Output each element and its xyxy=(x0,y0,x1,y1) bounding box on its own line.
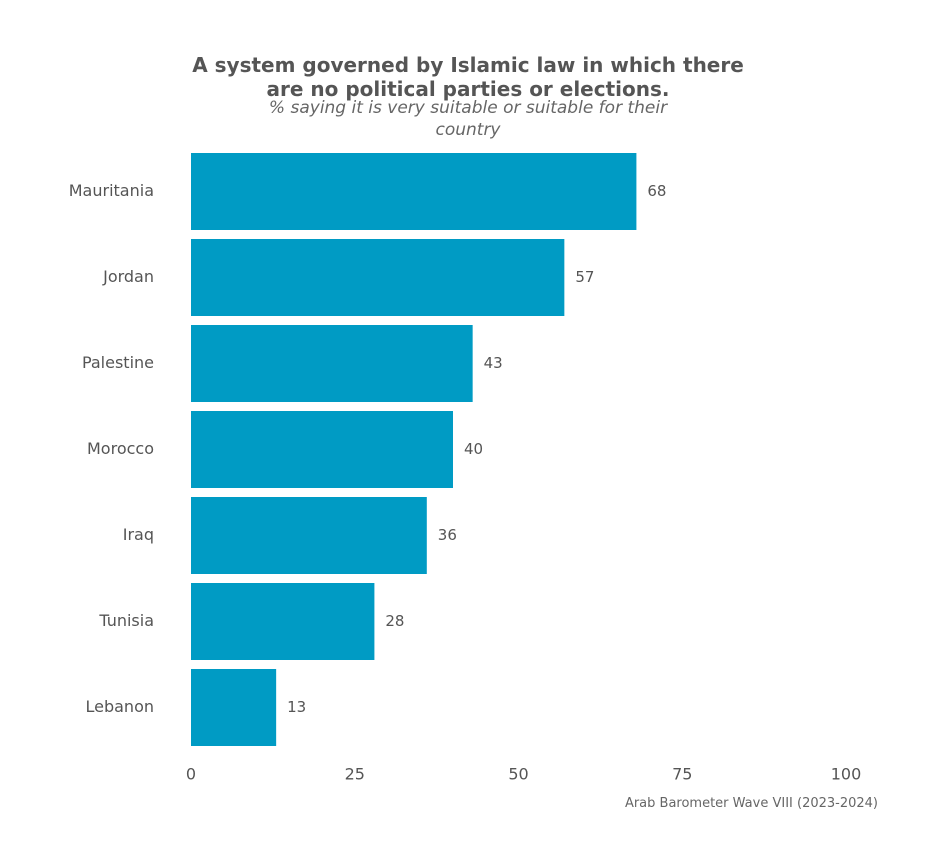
category-label-morocco: Morocco xyxy=(87,439,154,458)
category-label-lebanon: Lebanon xyxy=(85,697,154,716)
bar-mauritania xyxy=(191,153,637,230)
x-tick-label-0: 0 xyxy=(186,765,196,784)
data-label-mauritania: 68 xyxy=(647,182,666,200)
bar-jordan xyxy=(191,239,565,316)
bar-lebanon xyxy=(191,669,277,746)
data-label-jordan: 57 xyxy=(575,268,594,286)
bar-palestine xyxy=(191,325,473,402)
chart-subtitle-line-2: country xyxy=(435,120,501,140)
category-label-tunisia: Tunisia xyxy=(98,611,154,630)
x-tick-label-50: 50 xyxy=(508,765,528,784)
chart-caption: Arab Barometer Wave VIII (2023-2024) xyxy=(624,796,878,811)
category-label-jordan: Jordan xyxy=(102,267,154,286)
chart-subtitle-line-1: % saying it is very suitable or suitable… xyxy=(268,98,668,118)
data-label-lebanon: 13 xyxy=(287,698,306,716)
data-label-iraq: 36 xyxy=(438,526,457,544)
category-label-palestine: Palestine xyxy=(82,353,154,372)
data-label-tunisia: 28 xyxy=(385,612,404,630)
bar-tunisia xyxy=(191,583,375,660)
x-tick-label-25: 25 xyxy=(345,765,365,784)
category-label-mauritania: Mauritania xyxy=(69,181,154,200)
data-label-palestine: 43 xyxy=(484,354,503,372)
x-tick-label-100: 100 xyxy=(831,765,862,784)
chart-title-line-2: are no political parties or elections. xyxy=(266,77,670,101)
x-tick-label-75: 75 xyxy=(672,765,692,784)
data-label-morocco: 40 xyxy=(464,440,483,458)
bar-iraq xyxy=(191,497,427,574)
bar-morocco xyxy=(191,411,453,488)
chart-title-line-1: A system governed by Islamic law in whic… xyxy=(192,53,744,77)
category-label-iraq: Iraq xyxy=(123,525,154,544)
